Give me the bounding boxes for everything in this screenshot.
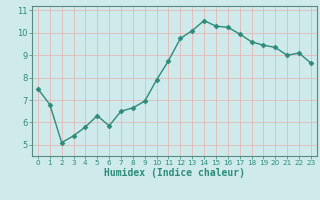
X-axis label: Humidex (Indice chaleur): Humidex (Indice chaleur) [104,168,245,178]
